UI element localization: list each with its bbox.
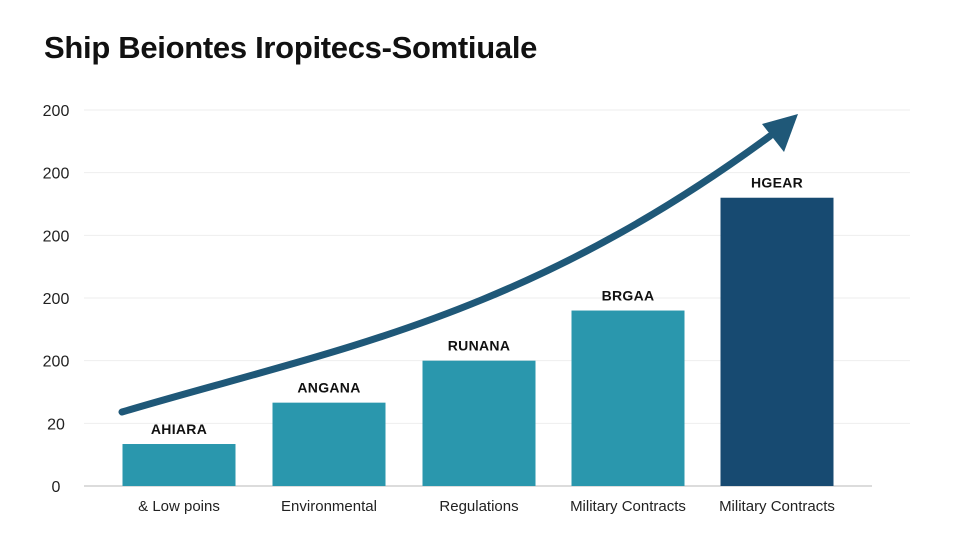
bar [720, 197, 834, 486]
y-tick-label: 200 [43, 354, 70, 371]
bar [122, 444, 236, 486]
trend-arrow-layer [118, 114, 798, 416]
bar-data-label: BRGAA [602, 288, 655, 304]
bar-data-label: HGEAR [751, 175, 803, 191]
bar-data-label: AHIARA [151, 421, 207, 437]
y-tick-label: 0 [52, 479, 61, 496]
trend-arrow-head-icon [762, 114, 798, 152]
x-category-label: Military Contracts [719, 498, 835, 515]
bar-series [122, 197, 834, 486]
y-tick-label: 200 [43, 103, 70, 120]
data-labels: AHIARA ANGANA RUNANA BRGAA HGEAR [151, 175, 803, 437]
y-tick-label: 200 [43, 291, 70, 308]
trend-arrow-shaft [118, 132, 774, 416]
bar-data-label: RUNANA [448, 338, 510, 354]
x-axis: & Low poins Environmental Regulations Milit… [138, 498, 835, 515]
y-tick-label: 20 [47, 416, 65, 433]
x-category-label: Regulations [439, 498, 518, 515]
bar [272, 402, 386, 486]
chart-title: Ship Beiontes Iropitecs-Somtiuale [44, 30, 538, 65]
y-tick-label: 200 [43, 228, 70, 245]
x-category-label: Environmental [281, 498, 377, 515]
x-category-label: & Low poins [138, 498, 220, 515]
bar [422, 360, 536, 486]
y-tick-label: 200 [43, 166, 70, 183]
bar [571, 310, 685, 486]
x-category-label: Military Contracts [570, 498, 686, 515]
bar-data-label: ANGANA [297, 380, 360, 396]
